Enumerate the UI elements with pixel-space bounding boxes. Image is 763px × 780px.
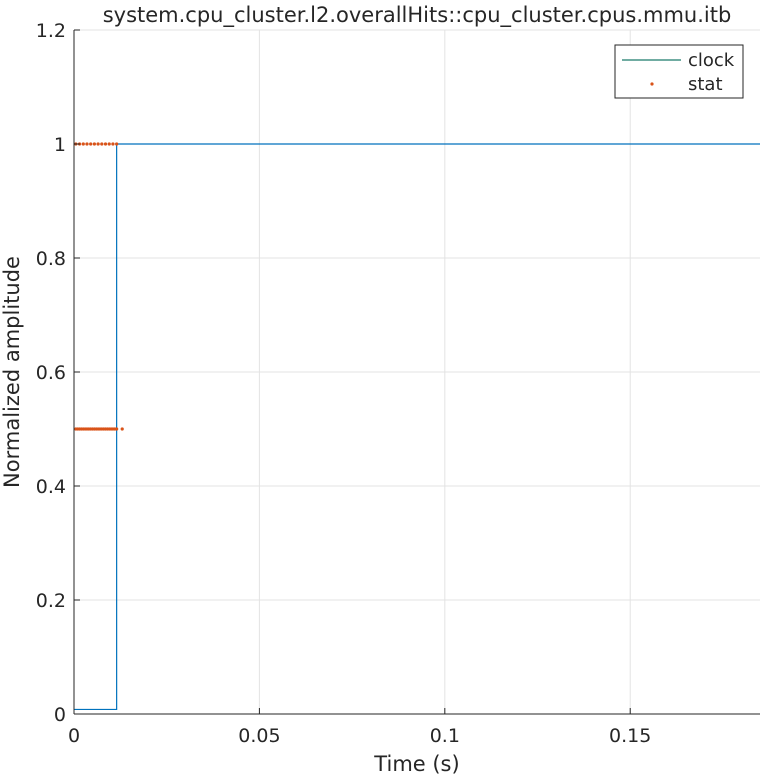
series-point-stat — [85, 142, 89, 146]
axes: 0 0.05 0.1 0.15 0 0.2 0.4 0.6 0.8 1 1.2 — [36, 20, 760, 747]
legend: clock stat — [614, 44, 744, 99]
x-tick-label: 0.15 — [609, 725, 651, 747]
y-tick-label: 0.2 — [36, 590, 66, 612]
series-point-stat — [115, 427, 119, 431]
series-point-stat — [100, 142, 104, 146]
y-tick-label: 0.8 — [36, 248, 66, 270]
y-tick-label: 0 — [54, 704, 66, 726]
legend-box — [614, 44, 744, 99]
legend-label-clock: clock — [688, 50, 735, 71]
y-axis-label: Normalized amplitude — [0, 256, 24, 488]
legend-label-stat: stat — [688, 74, 723, 95]
chart-title: system.cpu_cluster.l2.overallHits::cpu_c… — [103, 3, 732, 28]
x-tick-label: 0 — [68, 725, 80, 747]
series-point-stat — [92, 142, 96, 146]
series-point-stat — [111, 142, 115, 146]
plot-series — [74, 142, 760, 711]
series-point-stat — [89, 142, 93, 146]
series-point-stat — [103, 142, 108, 146]
series-point-stat — [81, 142, 85, 146]
series-point-stat — [120, 427, 124, 431]
y-tick-label: 0.4 — [36, 476, 66, 498]
series-point-stat — [96, 142, 100, 146]
y-tick-label: 1.2 — [36, 20, 66, 42]
grid — [73, 29, 760, 715]
y-tick-label: 0.6 — [36, 362, 66, 384]
series-point-stat — [115, 142, 119, 146]
y-tick-label: 1 — [54, 134, 66, 156]
x-tick-label: 0.05 — [238, 725, 280, 747]
legend-swatch-stat — [650, 82, 654, 86]
x-tick-label: 0.1 — [430, 725, 460, 747]
series-line-clock — [74, 143, 760, 711]
series-point-stat — [107, 142, 111, 146]
x-axis-label: Time (s) — [373, 752, 459, 776]
